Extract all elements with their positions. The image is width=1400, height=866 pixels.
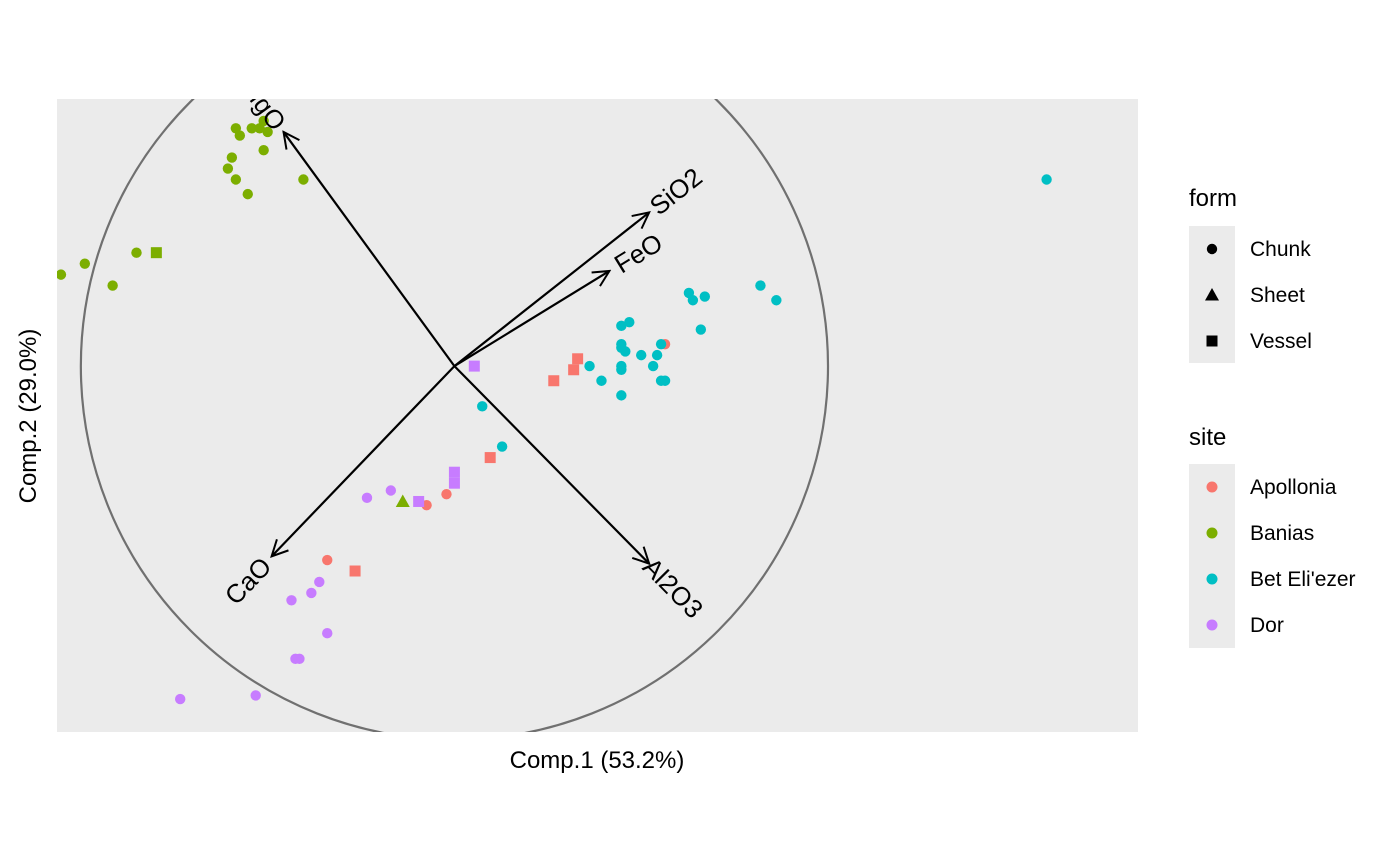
loading-arrow <box>272 365 456 556</box>
data-point <box>616 320 627 332</box>
data-point <box>286 595 297 606</box>
legend-form-key <box>1206 335 1218 347</box>
legend-site-label: Banias <box>1250 522 1314 545</box>
data-point <box>647 360 659 372</box>
data-point <box>616 364 627 375</box>
legend-site-label: Dor <box>1250 614 1284 637</box>
data-point <box>385 485 397 496</box>
loading-arrow <box>453 271 609 368</box>
data-point <box>616 390 627 401</box>
data-point <box>484 452 496 464</box>
legend-site-key-bg <box>1189 464 1235 648</box>
legend-form-label: Vessel <box>1250 330 1312 353</box>
data-point <box>468 360 480 372</box>
data-point <box>496 441 508 452</box>
legend-form-label: Sheet <box>1250 284 1305 307</box>
data-point <box>695 324 707 335</box>
legend-site-title: site <box>1189 424 1226 451</box>
data-point <box>624 316 635 328</box>
data-point <box>254 123 265 134</box>
data-point <box>413 495 425 507</box>
data-point <box>298 174 309 185</box>
data-point <box>687 295 699 306</box>
data-point <box>250 690 261 701</box>
data-point <box>222 163 234 174</box>
data-point <box>448 477 460 489</box>
legend-site-key <box>1206 481 1218 493</box>
data-point <box>234 130 246 141</box>
data-point <box>441 488 452 500</box>
points-layer <box>57 115 1052 705</box>
data-point <box>57 269 67 280</box>
data-point <box>150 247 162 259</box>
plot-panel <box>57 99 1138 732</box>
data-point <box>322 628 333 639</box>
correlation-circle <box>79 99 829 732</box>
y-axis-label: Comp.2 (29.0%) <box>15 329 42 504</box>
data-point <box>242 188 253 200</box>
data-point <box>548 375 560 387</box>
data-point <box>572 353 584 365</box>
data-point <box>230 174 242 185</box>
data-point <box>1041 174 1052 185</box>
data-point <box>771 295 782 306</box>
legend-site-label: Apollonia <box>1250 476 1337 499</box>
legend-form-title: form <box>1189 185 1237 212</box>
legend-site-key <box>1206 619 1218 631</box>
data-point <box>314 576 325 588</box>
data-point <box>568 364 580 376</box>
data-point <box>699 291 711 302</box>
legend-form: form Chunk Sheet Vessel <box>1189 185 1312 363</box>
data-point <box>290 653 301 665</box>
x-axis-label: Comp.1 (53.2%) <box>510 747 685 774</box>
data-point <box>659 375 671 386</box>
data-point <box>361 492 373 504</box>
data-point <box>349 565 361 577</box>
legend-form-label: Chunk <box>1250 238 1311 261</box>
data-point <box>651 349 663 361</box>
data-point <box>107 280 118 291</box>
legend-site-label: Bet Eli'ezer <box>1250 568 1356 591</box>
data-point <box>258 145 269 156</box>
data-point <box>306 587 317 599</box>
legend-form-key <box>1205 288 1219 301</box>
legend-site-key <box>1206 527 1218 539</box>
data-point <box>755 280 766 291</box>
data-point <box>226 152 238 163</box>
data-point <box>262 126 273 138</box>
data-point <box>79 258 91 269</box>
data-point <box>322 554 333 566</box>
data-point <box>246 123 257 134</box>
loading-arrow <box>284 132 456 367</box>
data-point <box>395 494 410 507</box>
loading-arrow <box>453 365 649 564</box>
data-point <box>584 360 595 372</box>
legend-form-key <box>1206 243 1218 255</box>
data-point <box>655 338 667 350</box>
legend-site-key <box>1206 573 1218 585</box>
data-point <box>596 375 607 386</box>
data-point <box>636 349 647 361</box>
data-point <box>620 346 631 357</box>
data-point <box>448 466 460 478</box>
data-point <box>175 693 186 705</box>
data-point <box>477 401 488 412</box>
data-point <box>131 247 142 258</box>
loading-arrow <box>453 212 649 367</box>
legend-site: site Apollonia Banias Bet Eli'ezer Dor <box>1189 424 1356 648</box>
